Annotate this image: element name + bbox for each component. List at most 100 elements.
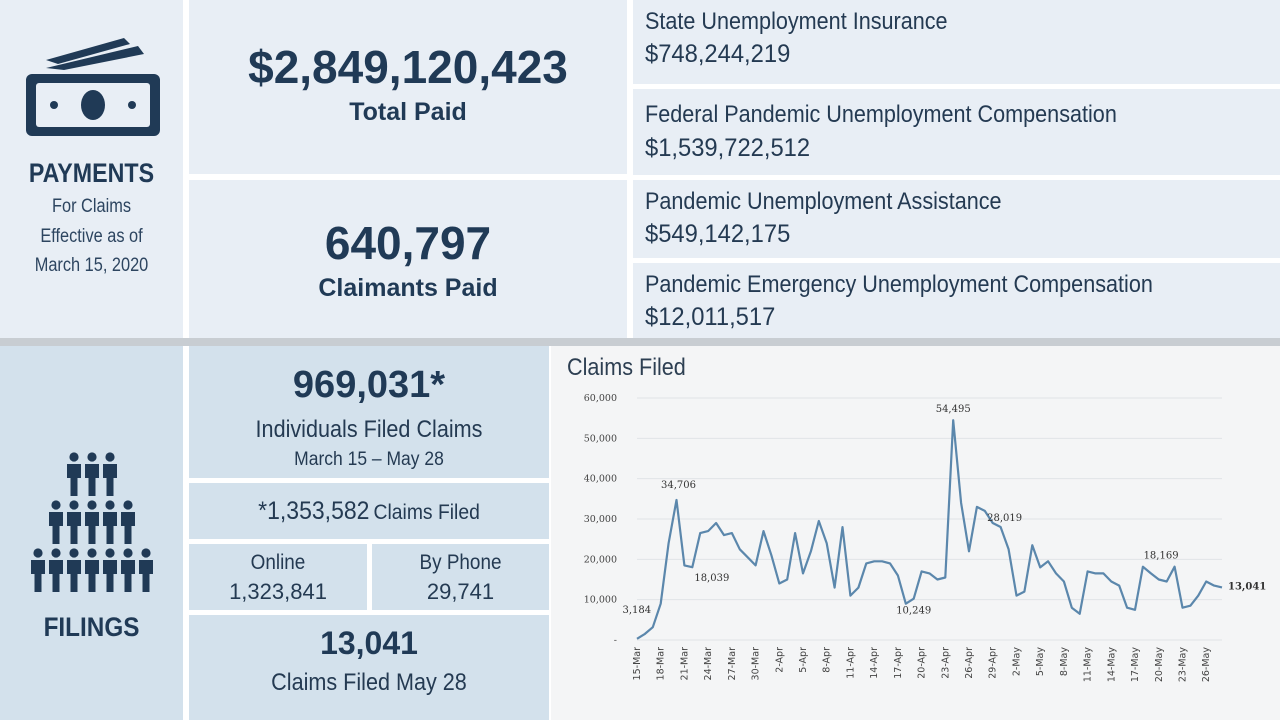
- payments-subtitle-line3: March 15, 2020: [34, 255, 149, 276]
- day-claims-label: Claims Filed May 28: [271, 669, 467, 696]
- payments-subtitle-line1: For Claims: [52, 196, 131, 217]
- online-value: 1,323,841: [229, 579, 327, 604]
- person-icon: [121, 500, 135, 544]
- x-tick-label: 8-May: [1059, 647, 1070, 676]
- claims-chart: Claims Filed - 10,000 20,000 30,000 40,000 50…: [551, 346, 1280, 720]
- claimants-paid-cell: 640,797 Claimants Paid: [189, 180, 627, 338]
- chart-title: Claims Filed: [567, 354, 686, 381]
- x-tick-label: 14-May: [1106, 647, 1117, 683]
- person-icon: [49, 548, 63, 592]
- x-tick-label: 24-Mar: [703, 647, 714, 681]
- program-pua: Pandemic Unemployment Assistance $549,14…: [633, 180, 1280, 258]
- online-label: Online: [250, 551, 306, 574]
- total-paid-cell: $2,849,120,423 Total Paid: [189, 0, 627, 174]
- claims-filed-cell: *1,353,582 Claims Filed: [189, 483, 549, 539]
- program-name: Pandemic Emergency Unemployment Compensa…: [645, 271, 1153, 298]
- x-tick-label: 14-Apr: [869, 647, 880, 679]
- phone-label: By Phone: [419, 551, 502, 574]
- person-icon: [31, 548, 45, 592]
- person-icon: [139, 548, 153, 592]
- x-tick-label: 15-Mar: [632, 647, 643, 681]
- claims-line-chart: - 10,000 20,000 30,000 40,000 50,000 60,000 15-…: [584, 393, 1267, 683]
- program-amount: $12,011,517: [645, 303, 776, 331]
- person-icon: [67, 500, 81, 544]
- program-amount: $1,539,722,512: [645, 134, 811, 162]
- x-tick-label: 2-May: [1011, 647, 1022, 676]
- x-tick-label: 18-Mar: [656, 647, 667, 681]
- total-paid-label: Total Paid: [349, 98, 467, 126]
- people-group-icon: [31, 452, 153, 592]
- filings-panel: FILINGS: [0, 346, 183, 720]
- person-icon: [121, 548, 135, 592]
- person-icon: [67, 452, 81, 496]
- person-icon: [103, 500, 117, 544]
- x-tick-label: 23-Apr: [940, 647, 951, 679]
- program-name: Pandemic Unemployment Assistance: [645, 188, 1002, 215]
- data-label: 54,495: [936, 404, 971, 415]
- x-tick-label: 5-Apr: [798, 647, 809, 673]
- individuals-range: March 15 – May 28: [294, 449, 444, 470]
- person-icon: [67, 548, 81, 592]
- y-tick-label: 30,000: [584, 514, 617, 525]
- x-tick-label: 17-May: [1130, 647, 1141, 683]
- money-bill-icon: [26, 38, 160, 136]
- payments-panel: PAYMENTS For Claims Effective as of Marc…: [0, 0, 183, 338]
- x-tick-label: 11-Apr: [845, 647, 856, 679]
- individuals-cell: 969,031* Individuals Filed Claims March …: [189, 346, 549, 478]
- data-label: 13,041: [1228, 581, 1266, 592]
- program-fpuc: Federal Pandemic Unemployment Compensati…: [633, 89, 1280, 175]
- payments-title: PAYMENTS: [28, 158, 155, 188]
- x-tick-label: 26-May: [1201, 647, 1212, 683]
- x-tick-label: 11-May: [1083, 647, 1094, 683]
- data-label: 28,019: [987, 513, 1022, 524]
- section-divider: [0, 338, 1280, 346]
- x-tick-label: 20-Apr: [917, 647, 928, 679]
- y-tick-label: 20,000: [584, 554, 617, 565]
- data-label: 3,184: [622, 605, 651, 616]
- claims-series-line: [636, 419, 1223, 640]
- x-tick-label: 5-May: [1035, 647, 1046, 676]
- program-amount: $748,244,219: [645, 40, 791, 68]
- person-icon: [85, 452, 99, 496]
- y-tick-label: -: [614, 635, 617, 646]
- payments-subtitle-line2: Effective as of: [40, 226, 143, 247]
- data-label: 10,249: [896, 606, 931, 617]
- person-icon: [103, 548, 117, 592]
- person-icon: [85, 500, 99, 544]
- x-tick-label: 26-Apr: [964, 647, 975, 679]
- individuals-label: Individuals Filed Claims: [255, 416, 483, 443]
- individuals-value: 969,031*: [292, 364, 446, 406]
- claims-filed-label: Claims Filed: [373, 501, 480, 524]
- total-paid-value: $2,849,120,423: [248, 41, 568, 93]
- x-tick-label: 17-Apr: [893, 647, 904, 679]
- x-tick-label: 8-Apr: [822, 647, 833, 673]
- phone-cell: By Phone 29,741: [372, 544, 549, 610]
- x-tick-label: 29-Apr: [988, 647, 999, 679]
- program-amount: $549,142,175: [645, 220, 791, 248]
- data-label: 18,039: [694, 573, 729, 584]
- data-label: 18,169: [1144, 551, 1179, 562]
- filings-title: FILINGS: [43, 612, 140, 642]
- day-claims-cell: 13,041 Claims Filed May 28: [189, 615, 549, 720]
- claimants-paid-value: 640,797: [324, 217, 492, 269]
- phone-value: 29,741: [426, 579, 495, 604]
- y-tick-label: 60,000: [584, 393, 617, 404]
- x-tick-label: 21-Mar: [679, 647, 690, 681]
- claimants-paid-label: Claimants Paid: [318, 274, 498, 302]
- x-tick-label: 20-May: [1154, 647, 1165, 683]
- person-icon: [85, 548, 99, 592]
- day-claims-value: 13,041: [320, 625, 418, 661]
- person-icon: [49, 500, 63, 544]
- x-tick-label: 2-Apr: [774, 647, 785, 673]
- program-name: State Unemployment Insurance: [645, 8, 948, 35]
- x-tick-label: 27-Mar: [727, 647, 738, 681]
- data-label: 34,706: [661, 480, 696, 491]
- x-tick-label: 23-May: [1177, 647, 1188, 683]
- person-icon: [103, 452, 117, 496]
- claims-filed-value: *1,353,582: [258, 497, 370, 525]
- y-tick-label: 50,000: [584, 433, 617, 444]
- program-sui: State Unemployment Insurance $748,244,21…: [633, 0, 1280, 84]
- online-cell: Online 1,323,841: [189, 544, 367, 610]
- program-peuc: Pandemic Emergency Unemployment Compensa…: [633, 263, 1280, 338]
- y-tick-label: 40,000: [584, 474, 617, 485]
